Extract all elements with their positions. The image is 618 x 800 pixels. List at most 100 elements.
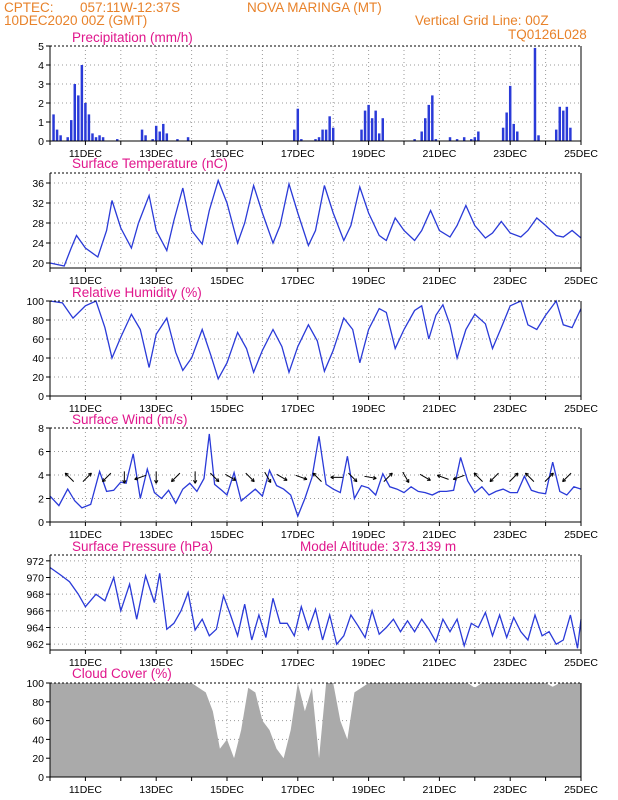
humidity-ytick-label: 0 xyxy=(38,391,44,403)
wind-ytick-label: 4 xyxy=(38,470,44,482)
pressure-ytick-label: 962 xyxy=(26,639,44,651)
precip-bar xyxy=(558,106,561,141)
humidity-xtick-label: 17DEC xyxy=(281,403,315,415)
header-grid-note: Vertical Grid Line: 00Z xyxy=(415,13,549,28)
cloud-panel: 0 20 40 60 80 100 11DEC 13DEC 15DEC 17DEC 19DEC 21D… xyxy=(26,678,598,796)
temperature-line xyxy=(49,178,582,267)
precip-bar xyxy=(501,127,505,141)
precip-xtick-label: 25DEC xyxy=(564,148,598,160)
pressure-ytick-label: 966 xyxy=(26,606,44,618)
temperature-xtick-label: 25DEC xyxy=(564,275,598,287)
humidity-title: Relative Humidity (%) xyxy=(72,285,202,300)
humidity-ytick-label: 40 xyxy=(32,353,44,365)
precip-bar xyxy=(533,47,537,141)
header-coords: 057:11W-12:37S xyxy=(80,0,180,15)
temperature-xtick-label: 13DEC xyxy=(139,275,173,287)
temperature-ytick-label: 32 xyxy=(32,198,44,210)
precip-bar xyxy=(300,139,303,141)
cloud-xtick-label: 13DEC xyxy=(139,784,173,796)
cloud-ytick-label: 80 xyxy=(32,697,44,709)
precip-bar xyxy=(165,133,169,141)
pressure-ytick-label: 968 xyxy=(26,589,44,601)
precip-bar xyxy=(324,129,328,141)
cloud-xtick-label: 25DEC xyxy=(564,784,598,796)
precip-bar xyxy=(151,139,154,141)
temperature-xtick-label: 11DEC xyxy=(69,275,102,287)
wind-xtick-label: 19DEC xyxy=(352,529,386,541)
precip-bar xyxy=(569,127,572,141)
wind-arrow xyxy=(544,472,554,482)
precip-bar xyxy=(98,135,101,141)
temperature-xtick-label: 23DEC xyxy=(493,275,527,287)
precip-bar xyxy=(101,137,105,141)
wind-arrow xyxy=(348,472,358,483)
humidity-xtick-label: 21DEC xyxy=(422,403,456,415)
wind-arrow xyxy=(170,472,181,483)
wind-arrow xyxy=(402,471,410,483)
wind-arrow xyxy=(210,472,220,483)
wind-arrow xyxy=(509,472,519,482)
pressure-panel: 962 964 966 968 970 972 11DEC 13DEC 15DEC 17DEC 19… xyxy=(26,554,598,669)
wind-title: Surface Wind (m/s) xyxy=(72,412,188,427)
precip-bar xyxy=(296,108,300,141)
wind-ytick-label: 8 xyxy=(38,423,44,435)
wind-arrow xyxy=(82,472,92,482)
precip-ytick-label: 0 xyxy=(38,136,44,148)
cloud-ytick-label: 60 xyxy=(32,716,44,728)
precip-title: Precipitation (mm/h) xyxy=(72,30,193,45)
precip-bar xyxy=(370,118,374,141)
precip-bar xyxy=(448,137,452,141)
wind-arrow xyxy=(134,474,147,481)
precip-bar xyxy=(424,118,427,141)
precip-bar xyxy=(328,116,331,141)
wind-ytick-label: 0 xyxy=(38,517,44,529)
humidity-xtick-label: 19DEC xyxy=(352,403,386,415)
wind-arrow xyxy=(101,472,112,483)
precip-bar xyxy=(562,110,565,141)
precip-bar xyxy=(77,95,80,141)
precip-xtick-label: 23DEC xyxy=(493,148,527,160)
cloud-xtick-label: 19DEC xyxy=(352,784,386,796)
precip-bar xyxy=(162,123,165,141)
precip-bar xyxy=(374,110,377,141)
temperature-ytick-label: 36 xyxy=(32,178,44,190)
wind-arrow xyxy=(193,471,198,484)
wind-arrow xyxy=(64,472,75,482)
precip-bar xyxy=(94,137,98,141)
panels: 0 1 2 3 4 5 11DEC 13DEC 15DEC 17DEC 19DEC 21DEC 23DE… xyxy=(26,41,598,796)
wind-arrow xyxy=(312,472,322,482)
precip-bar xyxy=(360,129,363,141)
humidity-ytick-label: 80 xyxy=(32,315,44,327)
precip-bar xyxy=(455,139,459,141)
cloud-ytick-label: 40 xyxy=(32,734,44,746)
wind-arrow xyxy=(330,475,343,480)
precip-bar xyxy=(505,112,508,141)
wind-arrow xyxy=(562,472,572,483)
wind-arrow xyxy=(154,471,159,484)
precip-bar xyxy=(84,103,87,141)
pressure-xtick-label: 13DEC xyxy=(139,657,173,669)
pressure-xtick-label: 17DEC xyxy=(281,657,315,669)
humidity-line xyxy=(49,299,582,381)
precip-bar xyxy=(144,135,147,141)
precip-bar xyxy=(80,65,84,141)
cloud-xtick-label: 11DEC xyxy=(69,784,102,796)
precip-bar xyxy=(87,114,91,141)
cloud-xtick-label: 17DEC xyxy=(281,784,315,796)
precip-ytick-label: 2 xyxy=(38,98,44,110)
temperature-ytick-label: 24 xyxy=(32,238,44,250)
wind-xtick-label: 21DEC xyxy=(422,529,456,541)
wind-arrow xyxy=(225,473,237,481)
precip-bar xyxy=(52,114,55,141)
precip-bar xyxy=(186,137,190,141)
precip-bar xyxy=(154,125,158,141)
precip-bar xyxy=(91,133,94,141)
temperature-panel: 20 24 28 32 36 11DEC 13DEC 15DEC 17DEC 19DEC 21DEC… xyxy=(32,172,598,287)
temperature-title: Surface Temperature (nC) xyxy=(72,156,228,171)
precip-bar xyxy=(477,131,480,141)
precip-xtick-label: 13DEC xyxy=(139,148,173,160)
precip-bar xyxy=(537,135,540,141)
humidity-xtick-label: 13DEC xyxy=(139,403,173,415)
precip-bar xyxy=(381,118,384,141)
